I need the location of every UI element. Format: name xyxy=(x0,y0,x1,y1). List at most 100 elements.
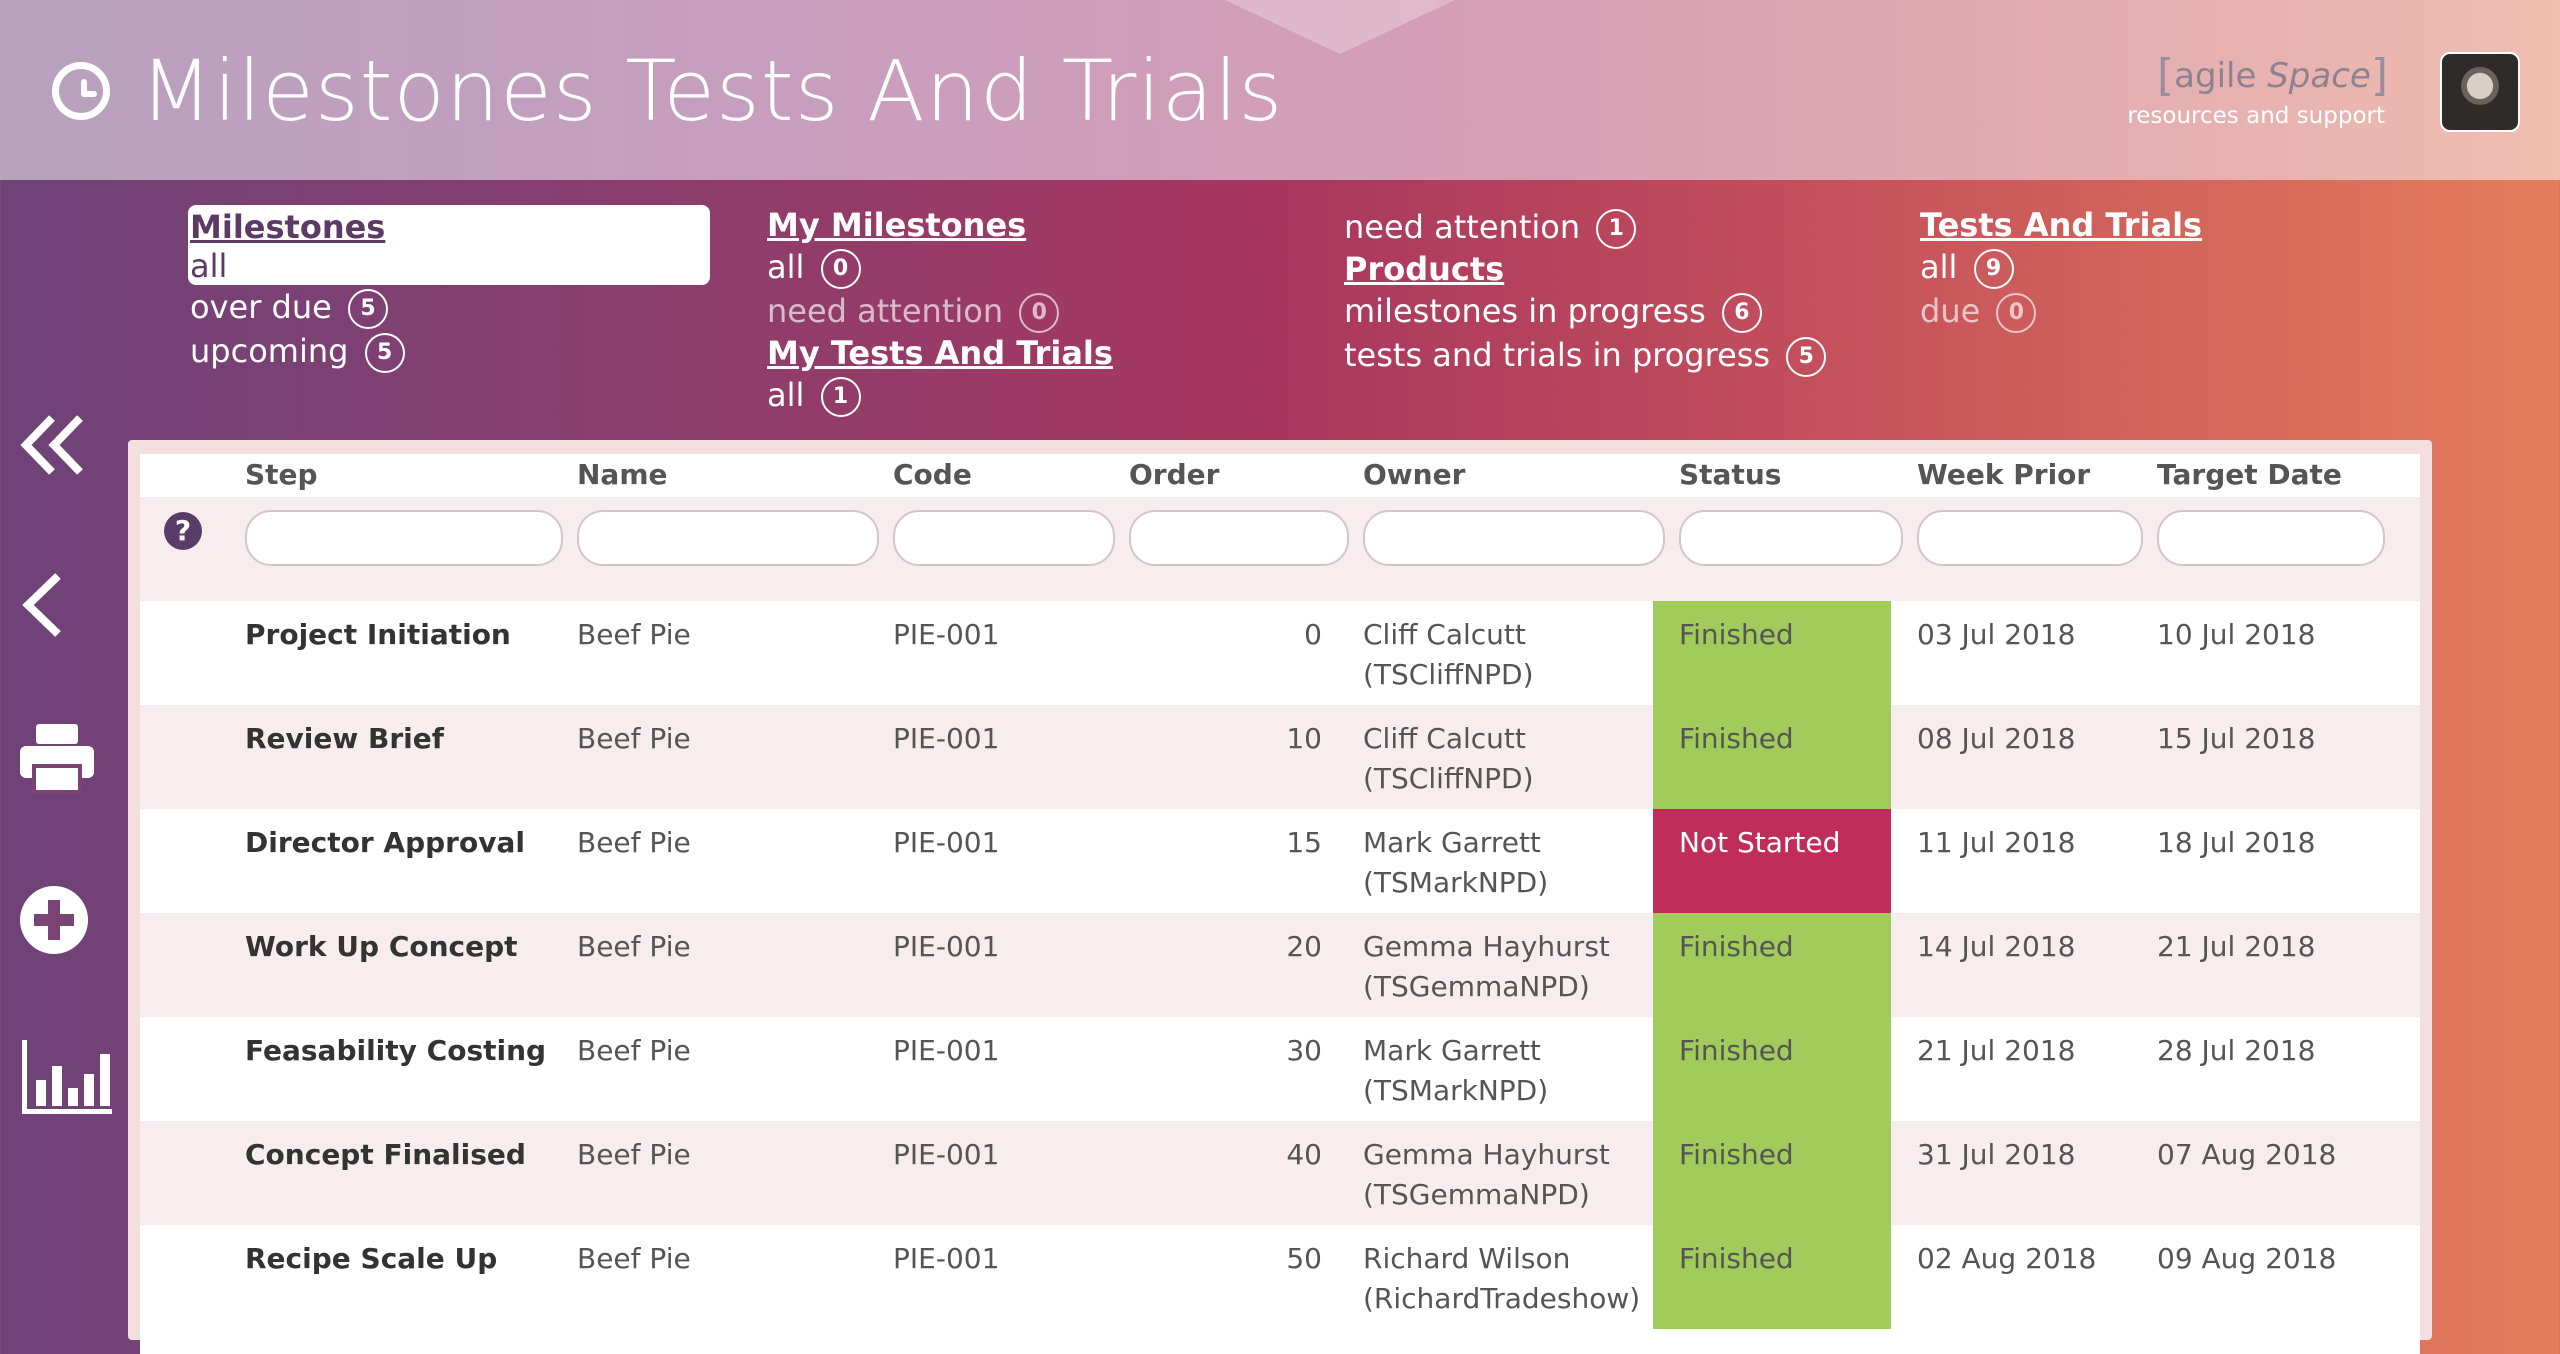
nav-my-milestones-heading[interactable]: My Milestones xyxy=(767,206,1027,244)
filter-code-input[interactable] xyxy=(893,510,1115,566)
clock-icon xyxy=(52,62,110,120)
top-notch xyxy=(1225,0,1455,54)
nav-milestones: Milestones all over due 5 upcoming 5 xyxy=(188,205,710,373)
filter-step-input[interactable] xyxy=(245,510,563,566)
cell-name: Beef Pie xyxy=(577,1034,691,1067)
cell-week-prior: 21 Jul 2018 xyxy=(1917,1034,2076,1067)
table-row[interactable]: Review Brief Beef Pie PIE-001 10 Cliff Calcu… xyxy=(140,705,2420,809)
table-row[interactable]: Project Initiation Beef Pie PIE-001 0 Cliff … xyxy=(140,601,2420,705)
cell-step: Recipe Scale Up xyxy=(245,1242,498,1275)
col-header-name[interactable]: Name xyxy=(577,458,668,491)
printer-icon[interactable] xyxy=(18,722,96,794)
count-badge: 9 xyxy=(1973,249,2014,289)
avatar[interactable] xyxy=(2440,52,2520,132)
nav-tests-trials: Tests And Trials all 9 due 0 xyxy=(1920,205,2202,333)
cell-order: 20 xyxy=(1286,930,1322,963)
cell-name: Beef Pie xyxy=(577,618,691,651)
double-chevron-left-icon[interactable] xyxy=(18,410,86,480)
cell-target-date: 21 Jul 2018 xyxy=(2157,930,2316,963)
nav-products-tests[interactable]: tests and trials in progress 5 xyxy=(1344,333,1827,377)
col-header-code[interactable]: Code xyxy=(893,458,972,491)
col-header-target-date[interactable]: Target Date xyxy=(2157,458,2342,491)
nav-milestones-selected: Milestones all xyxy=(188,205,710,285)
nav-milestones-heading[interactable]: Milestones xyxy=(190,208,386,246)
cell-name: Beef Pie xyxy=(577,722,691,755)
col-header-order[interactable]: Order xyxy=(1129,458,1220,491)
count-badge: 5 xyxy=(1786,337,1827,377)
cell-step: Feasability Costing xyxy=(245,1034,547,1067)
cell-order: 15 xyxy=(1286,826,1322,859)
nav-products-heading[interactable]: Products xyxy=(1344,250,1505,288)
filter-week-prior-input[interactable] xyxy=(1917,510,2143,566)
count-badge: 0 xyxy=(820,249,861,289)
cell-target-date: 09 Aug 2018 xyxy=(2157,1242,2337,1275)
nav-milestones-all[interactable]: all xyxy=(190,247,228,285)
table-row[interactable]: Feasability Costing Beef Pie PIE-001 30 Mark… xyxy=(140,1017,2420,1121)
nav-tests-trials-due[interactable]: due 0 xyxy=(1920,289,2202,333)
cell-code: PIE-001 xyxy=(893,618,1000,651)
brand-tagline[interactable]: resources and support xyxy=(2127,103,2385,129)
cell-week-prior: 08 Jul 2018 xyxy=(1917,722,2076,755)
cell-target-date: 18 Jul 2018 xyxy=(2157,826,2316,859)
cell-order: 10 xyxy=(1286,722,1322,755)
filter-status-input[interactable] xyxy=(1679,510,1903,566)
filter-name-input[interactable] xyxy=(577,510,879,566)
status-badge: Finished xyxy=(1653,705,1891,809)
status-badge: Finished xyxy=(1653,913,1891,1017)
add-circle-icon[interactable] xyxy=(18,884,90,956)
count-badge: 5 xyxy=(364,333,405,373)
cell-owner: Cliff Calcutt (TSCliffNPD) xyxy=(1363,722,1534,795)
nav-my-milestones-all[interactable]: all 0 xyxy=(767,245,1113,289)
nav-my-milestones-need-attention[interactable]: need attention 0 xyxy=(767,289,1113,333)
count-badge: 5 xyxy=(347,289,388,329)
col-header-step[interactable]: Step xyxy=(245,458,318,491)
cell-name: Beef Pie xyxy=(577,1242,691,1275)
nav-tests-trials-all[interactable]: all 9 xyxy=(1920,245,2202,289)
cell-week-prior: 02 Aug 2018 xyxy=(1917,1242,2097,1275)
status-badge: Finished xyxy=(1653,1225,1891,1329)
status-badge: Finished xyxy=(1653,1121,1891,1225)
nav-my-tests-all[interactable]: all 1 xyxy=(767,373,1113,417)
filter-order-input[interactable] xyxy=(1129,510,1349,566)
nav-products-milestones[interactable]: milestones in progress 6 xyxy=(1344,289,1826,333)
nav-milestones-over-due[interactable]: over due 5 xyxy=(190,285,710,329)
count-badge: 0 xyxy=(1019,293,1060,333)
col-header-status[interactable]: Status xyxy=(1679,458,1782,491)
table-row[interactable]: Concept Finalised Beef Pie PIE-001 40 Gemma … xyxy=(140,1121,2420,1225)
cell-code: PIE-001 xyxy=(893,1242,1000,1275)
count-badge: 1 xyxy=(820,377,861,417)
cell-week-prior: 03 Jul 2018 xyxy=(1917,618,2076,651)
filter-owner-input[interactable] xyxy=(1363,510,1665,566)
cell-target-date: 15 Jul 2018 xyxy=(2157,722,2316,755)
cell-owner: Richard Wilson (RichardTradeshow) xyxy=(1363,1242,1641,1315)
table-row[interactable]: Work Up Concept Beef Pie PIE-001 20 Gemma Ha… xyxy=(140,913,2420,1017)
cell-step: Work Up Concept xyxy=(245,930,518,963)
nav-my-tests-heading[interactable]: My Tests And Trials xyxy=(767,334,1113,372)
chevron-left-icon[interactable] xyxy=(18,570,78,640)
nav-tests-trials-heading[interactable]: Tests And Trials xyxy=(1920,206,2203,244)
cell-code: PIE-001 xyxy=(893,1034,1000,1067)
cell-step: Concept Finalised xyxy=(245,1138,526,1171)
cell-order: 40 xyxy=(1286,1138,1322,1171)
cell-step: Project Initiation xyxy=(245,618,511,651)
bar-chart-icon[interactable] xyxy=(18,1036,114,1116)
col-header-week-prior[interactable]: Week Prior xyxy=(1917,458,2091,491)
cell-target-date: 28 Jul 2018 xyxy=(2157,1034,2316,1067)
nav-need-attention[interactable]: need attention 1 xyxy=(1344,205,1826,249)
cell-code: PIE-001 xyxy=(893,1138,1000,1171)
cell-week-prior: 11 Jul 2018 xyxy=(1917,826,2076,859)
table-row[interactable]: Recipe Scale Up Beef Pie PIE-001 50 Richard … xyxy=(140,1225,2420,1329)
status-badge: Finished xyxy=(1653,1017,1891,1121)
cell-order: 50 xyxy=(1286,1242,1322,1275)
cell-owner: Gemma Hayhurst (TSGemmaNPD) xyxy=(1363,1138,1610,1211)
cell-owner: Mark Garrett (TSMarkNPD) xyxy=(1363,826,1549,899)
brand-logo[interactable]: [agile Space] xyxy=(2156,50,2388,101)
filter-target-date-input[interactable] xyxy=(2157,510,2385,566)
table-row[interactable]: Director Approval Beef Pie PIE-001 15 Mark G… xyxy=(140,809,2420,913)
help-icon[interactable]: ? xyxy=(164,512,202,550)
status-badge: Not Started xyxy=(1653,809,1891,913)
cell-name: Beef Pie xyxy=(577,930,691,963)
nav-milestones-upcoming[interactable]: upcoming 5 xyxy=(190,329,710,373)
count-badge: 0 xyxy=(1996,293,2037,333)
col-header-owner[interactable]: Owner xyxy=(1363,458,1466,491)
